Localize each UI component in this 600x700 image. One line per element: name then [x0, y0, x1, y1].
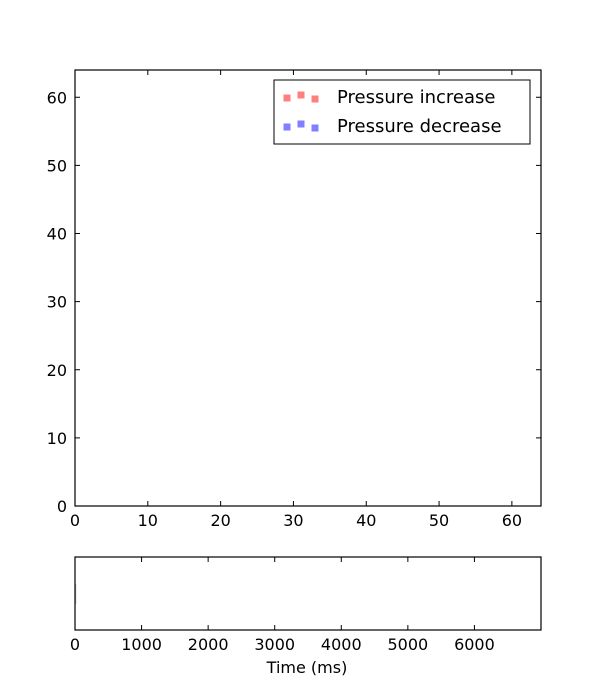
main-plot-panel: 0 10 20 30 40 50 60 0 10 20 30 40 50 60 Pressure inc…	[47, 69, 542, 530]
main-x-tick-label: 30	[283, 511, 303, 530]
main-x-tick-label: 10	[138, 511, 158, 530]
time-plot-panel: 0 1000 2000 3000 4000 5000 6000 Time (ms)	[70, 556, 542, 677]
main-y-tick-label: 10	[47, 429, 67, 448]
time-x-tick-label: 5000	[387, 635, 428, 654]
main-x-axis: 0 10 20 30 40 50 60	[70, 70, 522, 530]
main-y-tick-label: 0	[57, 497, 67, 516]
time-x-axis-label: Time (ms)	[266, 658, 348, 677]
time-x-axis: 0 1000 2000 3000 4000 5000 6000	[70, 557, 495, 654]
main-x-tick-label: 20	[210, 511, 230, 530]
legend-marker-decrease-2	[297, 120, 305, 128]
time-x-tick-label: 3000	[254, 635, 295, 654]
legend-marker-increase-2	[297, 91, 305, 99]
time-x-tick-label: 2000	[188, 635, 229, 654]
time-x-tick-label: 4000	[321, 635, 362, 654]
main-y-axis: 0 10 20 30 40 50 60	[47, 88, 541, 516]
legend-frame	[273, 79, 531, 145]
main-x-tick-label: 60	[502, 511, 522, 530]
time-x-tick-label: 1000	[121, 635, 162, 654]
time-x-tick-label: 0	[70, 635, 80, 654]
time-x-tick-label: 6000	[454, 635, 495, 654]
legend-label-pressure-increase: Pressure increase	[337, 87, 495, 108]
legend-marker-increase-3	[311, 95, 319, 103]
legend-marker-decrease-3	[311, 124, 319, 132]
main-x-tick-label: 0	[70, 511, 80, 530]
legend-marker-decrease-1	[283, 123, 291, 131]
main-y-tick-label: 60	[47, 88, 67, 107]
main-x-tick-label: 40	[356, 511, 376, 530]
main-x-tick-label: 50	[429, 511, 449, 530]
main-y-tick-label: 40	[47, 225, 67, 244]
main-y-tick-label: 30	[47, 293, 67, 312]
main-y-tick-label: 50	[47, 156, 67, 175]
legend-entry-pressure-increase: Pressure increase	[283, 87, 495, 108]
legend: Pressure increase Pressure decrease	[273, 79, 531, 145]
main-y-tick-label: 20	[47, 361, 67, 380]
legend-marker-increase-1	[283, 94, 291, 102]
time-plot-frame	[74, 556, 542, 631]
legend-entry-pressure-decrease: Pressure decrease	[283, 116, 502, 137]
legend-label-pressure-decrease: Pressure decrease	[337, 116, 502, 137]
